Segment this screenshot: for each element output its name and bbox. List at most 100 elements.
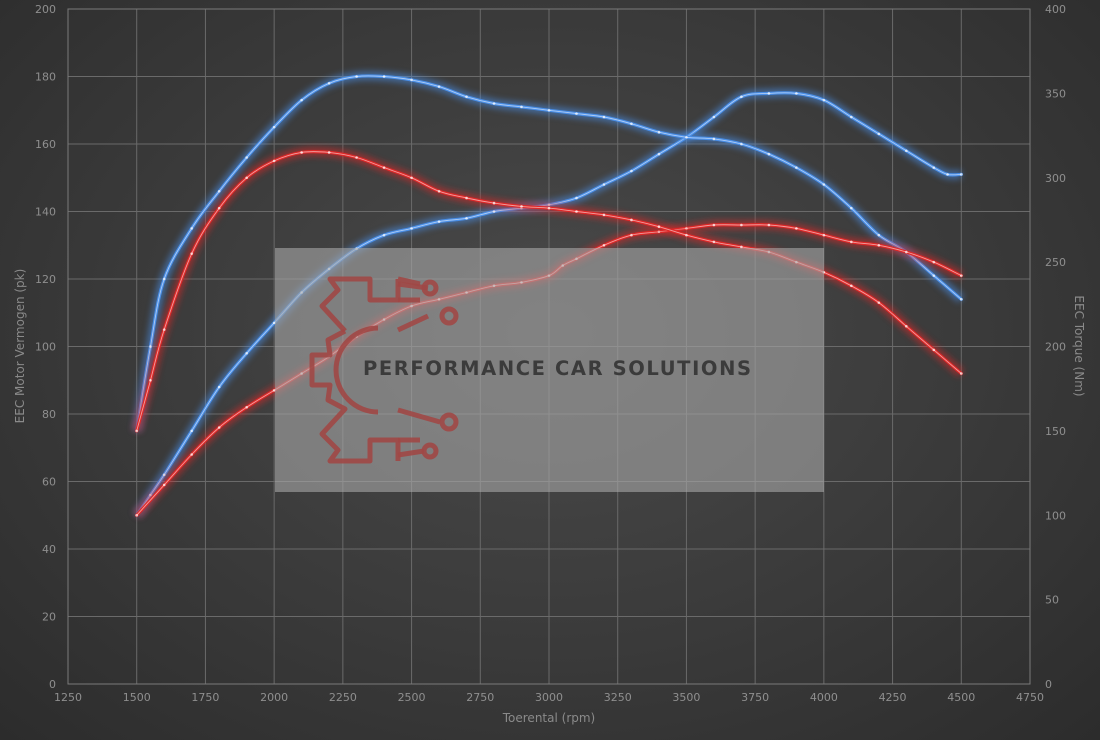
data-point <box>465 216 468 220</box>
watermark-text: PERFORMANCE CAR SOLUTIONS <box>363 357 753 380</box>
data-point <box>795 92 798 95</box>
data-point <box>190 227 193 230</box>
x-tick-label: 3250 <box>604 691 632 704</box>
y2-tick-label: 400 <box>1045 3 1066 16</box>
data-point <box>245 405 248 409</box>
data-point <box>685 233 688 237</box>
data-point <box>685 135 688 139</box>
data-point <box>162 483 166 487</box>
data-point <box>602 115 606 119</box>
data-point <box>905 250 908 254</box>
data-point <box>327 81 331 85</box>
y2-tick-label: 150 <box>1045 425 1066 438</box>
data-point <box>575 112 578 115</box>
data-point <box>190 453 193 456</box>
data-point <box>850 284 853 288</box>
data-point <box>245 176 248 180</box>
x-tick-label: 1250 <box>54 691 82 704</box>
data-point <box>245 351 248 355</box>
data-point <box>657 130 661 134</box>
data-point <box>272 389 276 392</box>
data-point <box>492 201 496 205</box>
data-point <box>877 233 881 237</box>
data-point <box>850 115 853 119</box>
data-point <box>162 277 166 281</box>
y2-tick-label: 350 <box>1045 87 1066 100</box>
data-point <box>217 426 221 429</box>
grid-lines <box>67 8 1031 685</box>
data-point <box>959 372 963 375</box>
data-point <box>712 240 716 244</box>
y-tick-label: 160 <box>35 138 56 151</box>
y2-axis-ticks: 0 50 100 150 200 250 300 350 400 <box>1045 3 1066 691</box>
data-point <box>959 274 963 277</box>
data-point <box>932 260 936 264</box>
x-tick-label: 1500 <box>123 691 151 704</box>
y2-tick-label: 100 <box>1045 509 1066 522</box>
y-tick-label: 120 <box>35 273 56 286</box>
data-point <box>492 210 496 213</box>
y-tick-label: 20 <box>42 611 56 624</box>
data-point <box>740 142 743 146</box>
data-point <box>602 183 606 186</box>
data-point <box>355 75 358 78</box>
data-point <box>946 173 949 176</box>
data-point <box>355 156 358 159</box>
y2-tick-label: 200 <box>1045 341 1066 354</box>
data-point <box>822 98 826 102</box>
data-point <box>382 166 386 169</box>
data-point <box>850 206 853 210</box>
data-point <box>877 243 881 247</box>
x-tick-label: 3000 <box>535 691 563 704</box>
data-point <box>740 223 743 227</box>
data-point <box>520 205 523 208</box>
y-tick-label: 200 <box>35 3 56 16</box>
y-tick-label: 140 <box>35 206 56 219</box>
data-point <box>657 225 661 228</box>
data-point <box>382 233 386 237</box>
data-point <box>217 385 221 389</box>
data-point <box>630 233 633 237</box>
data-point <box>630 218 633 222</box>
data-point <box>905 324 908 328</box>
data-point <box>300 98 303 102</box>
data-point <box>217 206 221 210</box>
data-point <box>932 166 936 169</box>
data-point <box>520 105 523 109</box>
data-point <box>767 152 771 156</box>
data-point <box>630 169 633 173</box>
data-point <box>850 240 853 244</box>
data-point <box>437 220 441 223</box>
data-point <box>685 227 688 230</box>
data-point <box>547 206 551 210</box>
y-tick-label: 0 <box>49 678 56 691</box>
data-point <box>300 151 303 154</box>
data-point <box>822 183 826 186</box>
data-point <box>190 252 193 255</box>
data-point <box>272 159 276 163</box>
y-tick-label: 100 <box>35 341 56 354</box>
data-point <box>190 429 193 433</box>
data-point <box>272 125 276 129</box>
x-tick-label: 4750 <box>1016 691 1044 704</box>
data-point <box>382 75 386 78</box>
data-point <box>767 223 771 227</box>
data-point <box>740 95 743 99</box>
data-point <box>712 223 716 227</box>
y-tick-label: 40 <box>42 543 56 556</box>
data-point <box>410 227 413 230</box>
data-point <box>149 378 152 382</box>
data-point <box>162 328 166 331</box>
data-point <box>795 166 798 169</box>
x-tick-label: 2500 <box>398 691 426 704</box>
data-point <box>465 95 468 99</box>
x-axis-ticks: 1250 1500 1750 2000 2250 2500 2750 3000 3250 3500… <box>54 691 1044 704</box>
x-tick-label: 3750 <box>741 691 769 704</box>
data-point <box>740 245 743 249</box>
x-tick-label: 2750 <box>466 691 494 704</box>
data-point <box>465 196 468 200</box>
data-point <box>630 122 633 126</box>
y2-tick-label: 300 <box>1045 172 1066 185</box>
data-point <box>657 152 661 156</box>
